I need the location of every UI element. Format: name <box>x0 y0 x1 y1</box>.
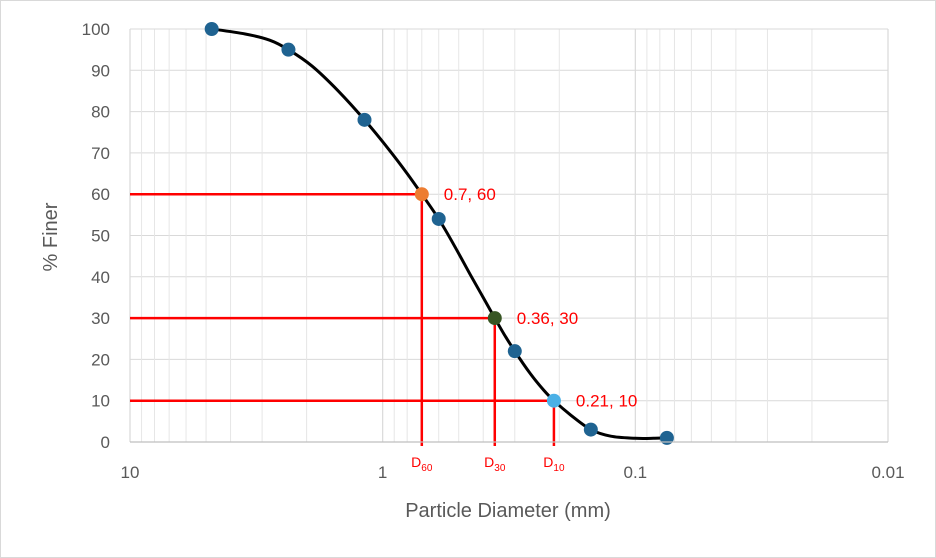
y-tick-label: 30 <box>91 309 110 328</box>
gradation-curve <box>211 27 667 440</box>
data-point <box>431 211 446 226</box>
y-axis-title: % Finer <box>40 202 62 271</box>
highlight-point <box>546 393 561 408</box>
x-tick-label: 10 <box>121 463 140 482</box>
reference-lines <box>130 192 556 446</box>
highlight-point <box>414 187 429 202</box>
data-point <box>357 112 372 127</box>
y-tick-label: 90 <box>91 61 110 80</box>
gradation-curve-line <box>211 27 667 440</box>
x-tick-label: 0.01 <box>871 463 904 482</box>
y-tick-label: 100 <box>82 20 110 39</box>
data-point <box>507 344 522 359</box>
point-value-label: 0.21, 10 <box>576 392 637 411</box>
y-tick-label: 0 <box>101 433 110 452</box>
y-tick-label: 60 <box>91 185 110 204</box>
d-value-label: D10 <box>543 454 565 474</box>
x-tick-label: 1 <box>378 463 387 482</box>
x-axis-title: Particle Diameter (mm) <box>405 500 611 522</box>
grid-lines <box>129 28 889 443</box>
data-point <box>204 22 219 36</box>
axes: 0 10 20 30 40 50 60 70 80 90 100 10 1 0.1 0.01 <box>82 20 905 482</box>
y-tick-label: 70 <box>91 144 110 163</box>
data-point <box>659 430 674 445</box>
data-point <box>281 42 296 57</box>
y-tick-label: 40 <box>91 268 110 287</box>
point-value-label: 0.7, 60 <box>444 185 496 204</box>
d-value-label: D30 <box>484 454 506 474</box>
highlight-point <box>487 311 502 326</box>
y-tick-label: 10 <box>91 392 110 411</box>
annotations: 0.7, 60 D60 0.36, 30 D30 0.21, 10 D10 <box>411 185 637 474</box>
y-tick-label: 50 <box>91 227 110 246</box>
y-tick-label: 80 <box>91 103 110 122</box>
data-points <box>204 22 674 445</box>
point-value-label: 0.36, 30 <box>517 309 578 328</box>
data-point <box>583 422 598 437</box>
y-tick-label: 20 <box>91 350 110 369</box>
d-value-label: D60 <box>411 454 433 474</box>
x-tick-label: 0.1 <box>624 463 648 482</box>
